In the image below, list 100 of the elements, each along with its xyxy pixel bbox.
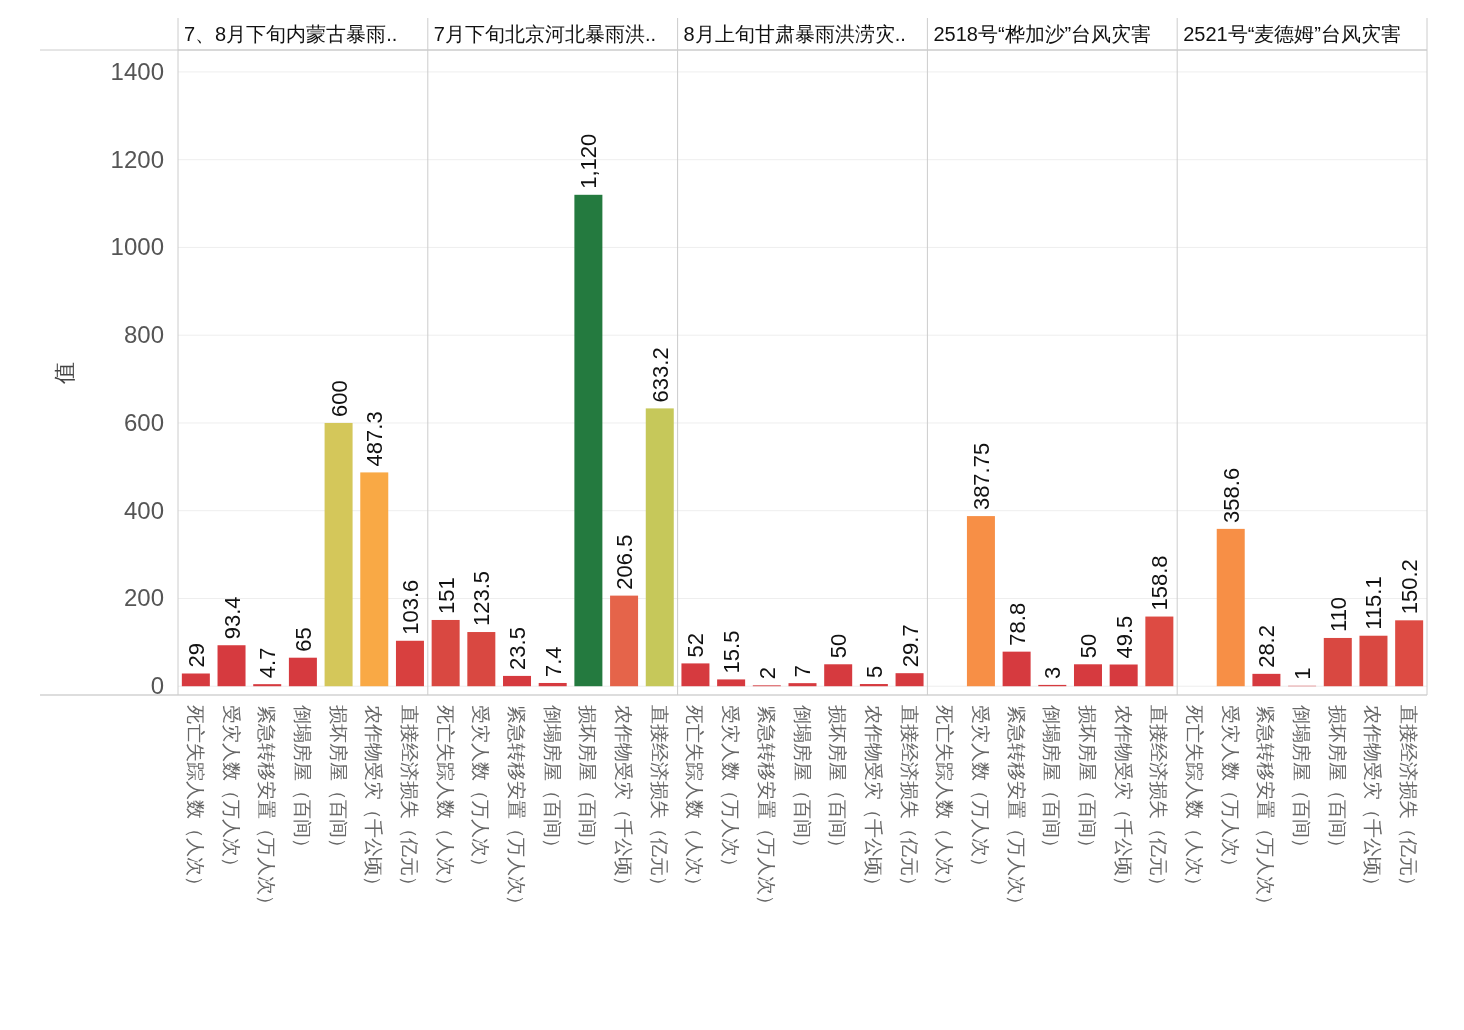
x-tick-label: 受灾人数（万人次） — [969, 705, 991, 876]
bar — [253, 684, 282, 687]
data-label: 28.2 — [1254, 625, 1280, 668]
y-tick-label: 600 — [123, 408, 164, 436]
data-label: 600 — [326, 380, 352, 417]
data-label: 29 — [183, 643, 209, 668]
data-label: 158.8 — [1147, 555, 1173, 611]
data-label: 52 — [683, 632, 709, 658]
data-label: 358.6 — [1218, 467, 1244, 523]
x-tick-label: 受灾人数（万人次） — [220, 705, 242, 876]
x-tick-label: 直接经济损失（亿元） — [1148, 705, 1170, 895]
bar — [1252, 673, 1281, 687]
data-label: 206.5 — [612, 534, 638, 590]
x-tick-label: 直接经济损失（亿元） — [398, 705, 420, 895]
x-tick-label: 农作物受灾（千公顷） — [363, 705, 385, 895]
x-tick-label: 倒塌房屋（百间） — [791, 705, 813, 857]
y-tick-label: 1200 — [110, 145, 164, 173]
bar — [574, 194, 603, 687]
x-tick-label: 农作物受灾（千公顷） — [613, 705, 635, 895]
data-label: 633.2 — [647, 347, 673, 403]
x-tick-label: 农作物受灾（千公顷） — [1112, 705, 1134, 895]
bar — [788, 683, 817, 687]
bar — [610, 595, 639, 687]
chart-title: 7月下旬北京河北暴雨洪.. — [433, 23, 657, 45]
x-tick-label: 直接经济损失（亿元） — [898, 705, 920, 895]
x-tick-label: 损坏房屋（百间） — [827, 705, 849, 857]
data-label: 3 — [1040, 666, 1066, 679]
x-tick-label: 死亡失踪人数（人次） — [434, 705, 456, 895]
data-label: 78.8 — [1004, 602, 1030, 646]
chart-title: 2521号“麦德姆”台风灾害 — [1183, 23, 1402, 45]
bar — [1002, 651, 1031, 687]
y-tick-label: 1000 — [110, 233, 164, 261]
bar — [538, 682, 567, 687]
data-label: 123.5 — [469, 570, 495, 627]
x-tick-label: 直接经济损失（亿元） — [1398, 705, 1420, 895]
data-label: 151 — [433, 577, 459, 614]
y-tick-label: 0 — [150, 672, 164, 700]
chart-title: 2518号“桦加沙”台风灾害 — [933, 23, 1152, 45]
x-tick-label: 直接经济损失（亿元） — [648, 705, 670, 895]
bar — [1323, 637, 1352, 687]
data-label: 50 — [826, 633, 852, 659]
x-tick-label: 死亡失踪人数（人次） — [684, 705, 706, 895]
x-tick-label: 死亡失踪人数（人次） — [934, 705, 956, 895]
y-tick-label: 400 — [123, 496, 164, 524]
x-tick-label: 倒塌房屋（百间） — [1041, 705, 1063, 857]
bar — [645, 408, 674, 687]
chart-title: 8月上旬甘肃暴雨洪涝灾.. — [683, 23, 906, 45]
x-tick-label: 受灾人数（万人次） — [470, 705, 492, 876]
x-tick-label: 死亡失踪人数（人次） — [184, 705, 206, 895]
data-label: 49.5 — [1111, 615, 1137, 659]
x-tick-label: 损坏房屋（百间） — [327, 705, 349, 857]
bar — [859, 684, 888, 687]
data-label: 15.5 — [719, 630, 745, 674]
y-axis-title: 值 — [52, 361, 77, 384]
x-tick-label: 损坏房屋（百间） — [1326, 705, 1348, 857]
data-label: 7.4 — [540, 646, 566, 677]
x-tick-label: 倒塌房屋（百间） — [291, 705, 313, 857]
data-label: 50 — [1075, 633, 1101, 659]
x-tick-label: 紧急转移安置（万人次） — [755, 705, 777, 914]
data-label: 150.2 — [1397, 559, 1423, 615]
x-tick-label: 死亡失踪人数（人次） — [1184, 705, 1206, 895]
bar — [360, 472, 389, 687]
data-label: 1 — [1290, 667, 1316, 680]
data-label: 2 — [754, 667, 780, 680]
y-tick-label: 800 — [123, 321, 164, 349]
bar — [681, 663, 710, 687]
data-label: 115.1 — [1361, 576, 1387, 630]
bar — [288, 657, 317, 687]
bar — [1073, 664, 1102, 687]
bar — [1216, 528, 1245, 687]
data-label: 29.7 — [897, 624, 923, 668]
data-label: 93.4 — [219, 596, 245, 640]
data-label: 103.6 — [397, 579, 423, 635]
bar — [1145, 616, 1174, 687]
chart-title: 7、8月下旬内蒙古暴雨.. — [184, 23, 398, 45]
x-tick-label: 农作物受灾（千公顷） — [1362, 705, 1384, 895]
x-tick-label: 农作物受灾（千公顷） — [862, 705, 884, 895]
x-tick-label: 紧急转移安置（万人次） — [256, 705, 278, 914]
data-label: 23.5 — [505, 627, 531, 670]
bar — [1395, 620, 1424, 687]
x-tick-label: 倒塌房屋（百间） — [1291, 705, 1313, 857]
x-tick-label: 损坏房屋（百间） — [1076, 705, 1098, 857]
bar — [395, 640, 424, 687]
bar — [966, 516, 995, 687]
bar — [217, 645, 246, 687]
bar — [1359, 635, 1388, 687]
x-tick-label: 损坏房屋（百间） — [577, 705, 599, 857]
bar — [717, 679, 746, 687]
bar — [895, 673, 924, 687]
bar — [324, 422, 353, 687]
data-label: 110 — [1325, 596, 1351, 632]
bar — [1109, 664, 1138, 687]
y-tick-label: 200 — [123, 584, 164, 612]
bar — [503, 675, 532, 687]
data-label: 5 — [861, 665, 887, 679]
x-tick-label: 紧急转移安置（万人次） — [506, 705, 528, 914]
bar — [824, 664, 853, 687]
data-label: 7 — [790, 664, 816, 678]
data-label: 65 — [290, 627, 316, 652]
data-label: 387.75 — [968, 442, 994, 511]
